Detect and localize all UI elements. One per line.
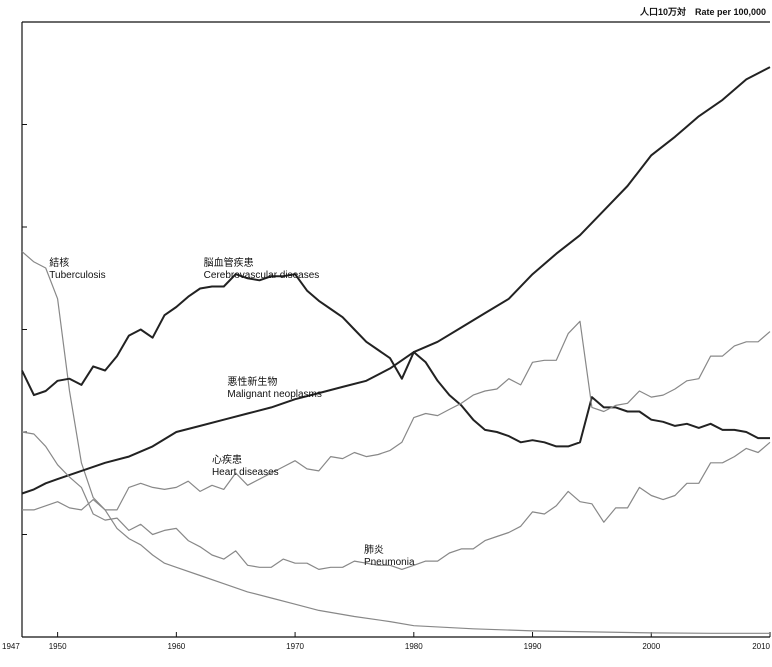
unit-label: 人口10万対 Rate per 100,000 — [639, 6, 766, 17]
series-label-en: Pneumonia — [364, 557, 415, 568]
x-tick-label: 1947 — [2, 642, 20, 651]
series-label-ja: 心疾患 — [212, 453, 242, 466]
series-label-en: Cerebrovascular diseases — [204, 270, 320, 281]
x-tick-label: 2000 — [642, 642, 660, 651]
series-label-ja: 肺炎 — [364, 544, 384, 556]
series-line-pneumonia — [21, 431, 771, 570]
series-label-en: Malignant neoplasms — [227, 389, 322, 400]
series-label-ja: 悪性新生物 — [227, 375, 277, 388]
x-tick-label: 1990 — [524, 642, 542, 651]
x-tick-label: 1980 — [405, 642, 423, 651]
series-line-cerebrovascular-diseases — [21, 273, 770, 448]
x-tick-label: 1960 — [167, 642, 185, 651]
axes: 1947 1950 1960 1970 1980 1990 2000 2010 — [2, 21, 771, 651]
x-tick-label: 1950 — [49, 642, 67, 651]
series-lines — [21, 66, 771, 634]
series-label-ja: 脳血管疾患 — [204, 256, 254, 269]
series-line-malignant-neoplasms — [21, 66, 771, 495]
x-tick-label: 1970 — [286, 642, 304, 651]
x-tick-label: 2010 — [752, 642, 770, 651]
series-line-heart-diseases — [22, 320, 771, 511]
series-label-ja: 結核 — [49, 256, 69, 269]
series-label-en: Tuberculosis — [49, 270, 105, 281]
series-line-tuberculosis — [21, 251, 770, 634]
series-label-en: Heart diseases — [212, 467, 279, 478]
